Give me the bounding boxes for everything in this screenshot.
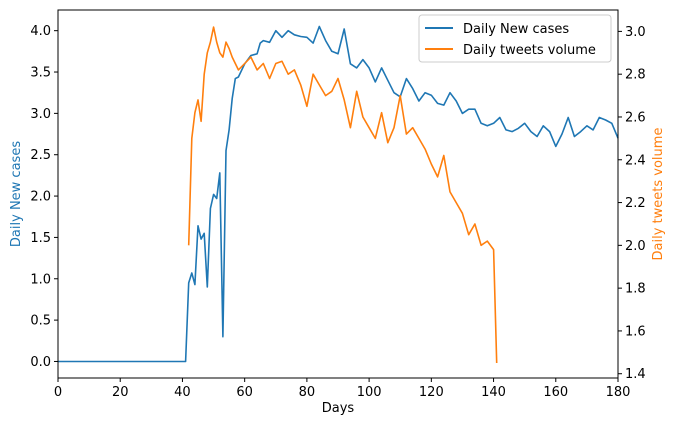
series-layer [58,25,619,364]
y-right-tick-label: 2.2 [625,196,646,211]
y-left-tick-label: 2.5 [30,148,51,163]
y-axis-right-title: Daily tweets volume [651,128,666,261]
y-right-tick-label: 2.6 [625,110,646,125]
legend-label-tweets-volume: Daily tweets volume [463,43,596,58]
x-tick-label: 20 [112,385,129,400]
y-right-tick-label: 2.8 [625,68,646,83]
y-axis-right: 1.4 1.6 1.8 2.0 2.2 2.4 2.6 2.8 3.0 [618,25,646,382]
y-right-tick-label: 2.4 [625,153,646,168]
y-left-tick-label: 1.5 [30,231,51,246]
x-tick-label: 60 [236,385,253,400]
y-left-tick-label: 0.5 [30,314,51,329]
x-tick-label: 140 [481,385,506,400]
y-left-tick-label: 3.5 [30,66,51,81]
x-tick-label: 0 [54,385,62,400]
x-tick-label: 40 [174,385,191,400]
y-right-tick-label: 1.8 [625,282,646,297]
y-right-tick-label: 1.6 [625,324,646,339]
y-axis-left: 0.0 0.5 1.0 1.5 2.0 2.5 3.0 3.5 4.0 [30,24,58,370]
x-tick-label: 180 [606,385,631,400]
x-axis-title: Days [322,401,355,416]
y-axis-left-title: Daily New cases [9,141,24,247]
legend-label-new-cases: Daily New cases [463,22,569,37]
x-tick-label: 120 [419,385,444,400]
y-right-tick-label: 1.4 [625,367,646,382]
y-left-tick-label: 4.0 [30,24,51,39]
legend: Daily New cases Daily tweets volume [418,14,612,63]
y-left-tick-label: 3.0 [30,107,51,122]
y-left-tick-label: 0.0 [30,355,51,370]
new-cases-line [58,25,619,363]
x-tick-label: 100 [357,385,382,400]
legend-box [418,14,612,63]
tweets-volume-line [187,26,498,364]
y-left-tick-label: 1.0 [30,272,51,287]
x-tick-label: 80 [299,385,316,400]
x-axis: 0 20 40 60 80 100 120 140 160 180 [54,378,631,400]
y-right-tick-label: 2.0 [625,239,646,254]
x-tick-label: 160 [543,385,568,400]
y-left-tick-label: 2.0 [30,190,51,205]
plot-frame [57,9,619,379]
y-right-tick-label: 3.0 [625,25,646,40]
